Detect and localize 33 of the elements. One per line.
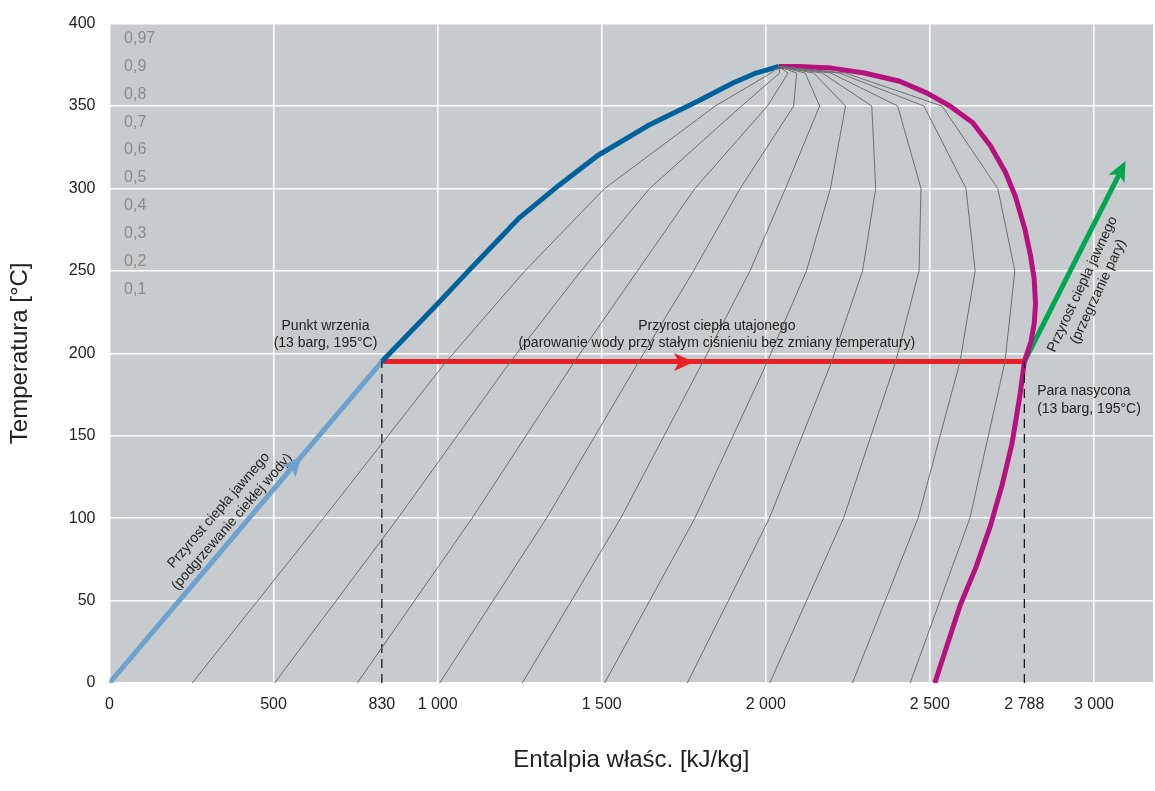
x-tick-label: 2 000 <box>745 695 786 713</box>
y-axis-title: Temperatura [°C] <box>5 262 33 445</box>
x-tick-label: 1 000 <box>417 695 458 713</box>
y-tick-label: 150 <box>68 426 96 444</box>
annotation: 0,7 <box>124 112 147 130</box>
y-tick-label: 250 <box>68 261 96 279</box>
x-tick-label: 1 500 <box>581 695 622 713</box>
annotation: Przyrost ciepła utajonego (parowanie wody przy stałym ciśnieniu bez zmiany temperatury) <box>518 316 916 351</box>
y-tick-label: 50 <box>77 590 96 608</box>
annotation: 0,6 <box>124 140 147 158</box>
annotation: 0,5 <box>124 168 147 186</box>
x-tick-label: 2 500 <box>909 695 950 713</box>
annotation: Para nasycona (13 barg, 195°C) <box>1037 382 1141 416</box>
x-tick-label: 830 <box>368 695 396 713</box>
x-tick-label: 500 <box>260 695 288 713</box>
annotation: 0,9 <box>124 57 147 74</box>
x-tick-label: 3 000 <box>1073 695 1115 713</box>
annotation: 0,1 <box>124 279 147 297</box>
annotation: 0,4 <box>124 196 147 214</box>
y-tick-label: 0 <box>86 673 96 691</box>
x-tick-label: 0 <box>105 695 115 713</box>
y-tick-label: 400 <box>68 14 96 32</box>
annotation: 0,8 <box>124 84 147 102</box>
annotation: Punkt wrzenia (13 barg, 195°C) <box>273 316 378 351</box>
x-tick-label: 2 788 <box>1004 695 1045 713</box>
y-tick-label: 200 <box>68 343 96 361</box>
y-tick-label: 350 <box>68 96 96 114</box>
y-tick-label: 100 <box>68 508 96 526</box>
x-axis-title: Entalpia właśc. [kJ/kg] <box>513 745 750 773</box>
annotation: 0,3 <box>124 223 147 241</box>
y-tick-label: 300 <box>68 178 96 196</box>
annotation: 0,2 <box>124 251 147 269</box>
annotation: 0,97 <box>124 29 156 47</box>
